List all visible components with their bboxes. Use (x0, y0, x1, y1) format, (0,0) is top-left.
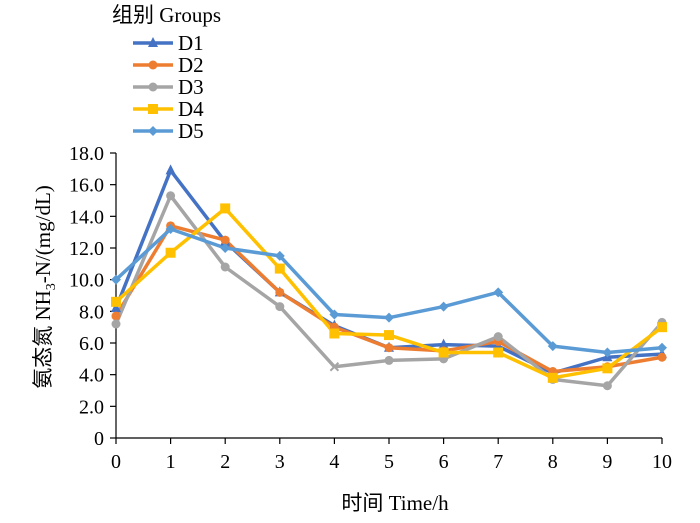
data-point-d1 (111, 302, 121, 313)
data-point-d5 (657, 342, 667, 353)
data-point-d2 (657, 352, 667, 362)
legend-title: 组别 Groups (112, 3, 221, 27)
legend-label-d4: D4 (178, 97, 204, 121)
data-point-d3 (220, 262, 230, 272)
data-point-d3 (493, 332, 503, 342)
data-point-d3 (166, 191, 176, 201)
legend-marker-d2 (148, 60, 158, 70)
x-tick-label: 4 (329, 451, 339, 473)
data-point-d4 (602, 363, 613, 374)
legend-label-d1: D1 (178, 31, 204, 55)
y-tick-label: 2.0 (79, 396, 104, 418)
legend-label-d5: D5 (178, 119, 204, 143)
y-tick-label: 6.0 (79, 333, 104, 355)
legend-marker-d1 (148, 37, 158, 47)
data-point-d4 (384, 330, 394, 341)
x-tick-label: 5 (384, 451, 394, 473)
data-point-d3 (602, 381, 612, 391)
data-point-d5 (111, 274, 121, 285)
y-axis-title-zh: 氨态氮 (31, 321, 55, 389)
data-point-d3 (329, 362, 340, 372)
data-point-d5 (493, 287, 504, 298)
data-point-d5 (384, 312, 394, 323)
data-point-d5 (547, 341, 558, 352)
legend-label-d2: D2 (178, 53, 204, 77)
x-tick-label: 10 (652, 451, 672, 473)
legend-marker-d3 (148, 82, 158, 92)
series-markers (111, 164, 667, 391)
y-tick-label: 16.0 (69, 175, 104, 197)
x-tick-label: 2 (220, 451, 230, 473)
data-point-d4 (220, 203, 231, 214)
data-point-d4 (547, 372, 558, 383)
x-tick-label: 7 (493, 451, 503, 473)
axes: 0 2.0 4.0 6.0 8.0 10.0 12.0 14.0 16.0 18.0 0 1 2 3 4 5 6… (69, 143, 672, 473)
data-point-d3 (275, 302, 285, 312)
data-point-d1 (165, 164, 176, 175)
data-point-d4 (438, 347, 449, 358)
data-point-d4 (493, 347, 504, 358)
legend-marker-d5 (148, 126, 158, 136)
data-point-d1 (438, 338, 449, 349)
y-axis-title: 氨态氮 NH3-N/(mg/dL) (31, 185, 59, 389)
data-point-d5 (220, 243, 231, 253)
x-tick-label: 0 (111, 451, 121, 473)
legend-label-d3: D3 (178, 75, 204, 99)
y-axis-title-sub: 3 (44, 283, 59, 290)
y-tick-label: 8.0 (79, 301, 104, 323)
data-point-d3 (384, 355, 394, 365)
x-tick-label: 8 (548, 451, 558, 473)
data-point-d2 (384, 343, 394, 353)
y-tick-label: 12.0 (69, 238, 104, 260)
data-point-d5 (438, 301, 449, 312)
data-point-d4 (165, 247, 176, 258)
x-tick-label: 6 (439, 451, 449, 473)
data-point-d5 (329, 309, 340, 320)
data-point-d4 (111, 296, 121, 307)
data-point-d3 (111, 319, 121, 329)
data-point-d4 (329, 328, 340, 339)
data-point-d5 (602, 347, 613, 358)
x-tick-label: 9 (602, 451, 612, 473)
data-point-d4 (657, 322, 667, 333)
y-tick-label: 14.0 (69, 206, 104, 228)
y-tick-label: 0 (94, 428, 104, 450)
legend-marker-d4 (148, 104, 158, 114)
x-tick-label: 3 (275, 451, 285, 473)
x-tick-label: 1 (166, 451, 176, 473)
y-axis-title-prefix: NH (31, 290, 55, 320)
data-point-d4 (274, 263, 285, 274)
y-tick-label: 4.0 (79, 365, 104, 387)
y-axis-title-suffix: -N/(mg/dL) (31, 185, 55, 283)
data-point-d5 (165, 224, 176, 234)
data-point-d2 (111, 311, 121, 321)
x-axis-title: 时间 Time/h (341, 491, 449, 515)
data-point-d5 (274, 250, 285, 261)
series-lines (114, 168, 664, 388)
data-point-d2 (275, 287, 285, 297)
y-tick-label: 18.0 (69, 143, 104, 165)
data-point-d2 (220, 235, 230, 245)
y-tick-label: 10.0 (69, 270, 104, 292)
